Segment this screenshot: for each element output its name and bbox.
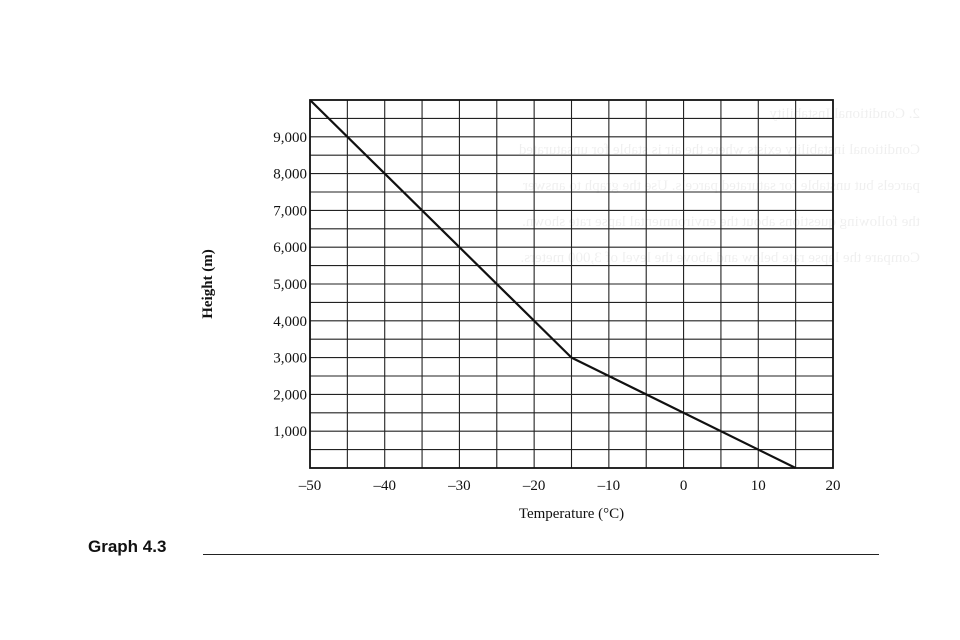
x-tick-label: –40	[372, 478, 396, 494]
y-tick-label: 8,000	[273, 167, 307, 183]
x-axis-title: Temperature (°C)	[519, 506, 624, 522]
y-axis-title: Height (m)	[200, 249, 216, 319]
y-tick-label: 7,000	[273, 203, 307, 219]
y-tick-label: 2,000	[273, 387, 307, 403]
y-tick-label: 6,000	[273, 240, 307, 256]
x-tick-label: 0	[680, 478, 688, 494]
x-tick-labels: –50 –40 –30 –20 –10 0 10 20	[298, 478, 841, 494]
x-tick-label: –10	[597, 478, 621, 494]
grid	[310, 100, 833, 468]
x-tick-label: –30	[447, 478, 471, 494]
x-tick-label: –20	[522, 478, 546, 494]
y-tick-label: 1,000	[273, 424, 307, 440]
x-tick-label: 10	[751, 478, 766, 494]
y-tick-label: 5,000	[273, 277, 307, 293]
graph-caption: Graph 4.3	[88, 537, 167, 556]
plot-frame	[309, 99, 834, 469]
series-layer	[309, 99, 797, 469]
series-line	[309, 99, 797, 469]
x-tick-label: 20	[826, 478, 841, 494]
y-tick-label: 4,000	[273, 314, 307, 330]
y-tick-label: 3,000	[273, 351, 307, 367]
y-tick-labels: 1,000 2,000 3,000 4,000 5,000 6,000 7,000 8,000…	[273, 130, 307, 440]
y-tick-label: 9,000	[273, 130, 307, 146]
caption-answer-line	[203, 554, 879, 555]
x-tick-label: –50	[298, 478, 322, 494]
